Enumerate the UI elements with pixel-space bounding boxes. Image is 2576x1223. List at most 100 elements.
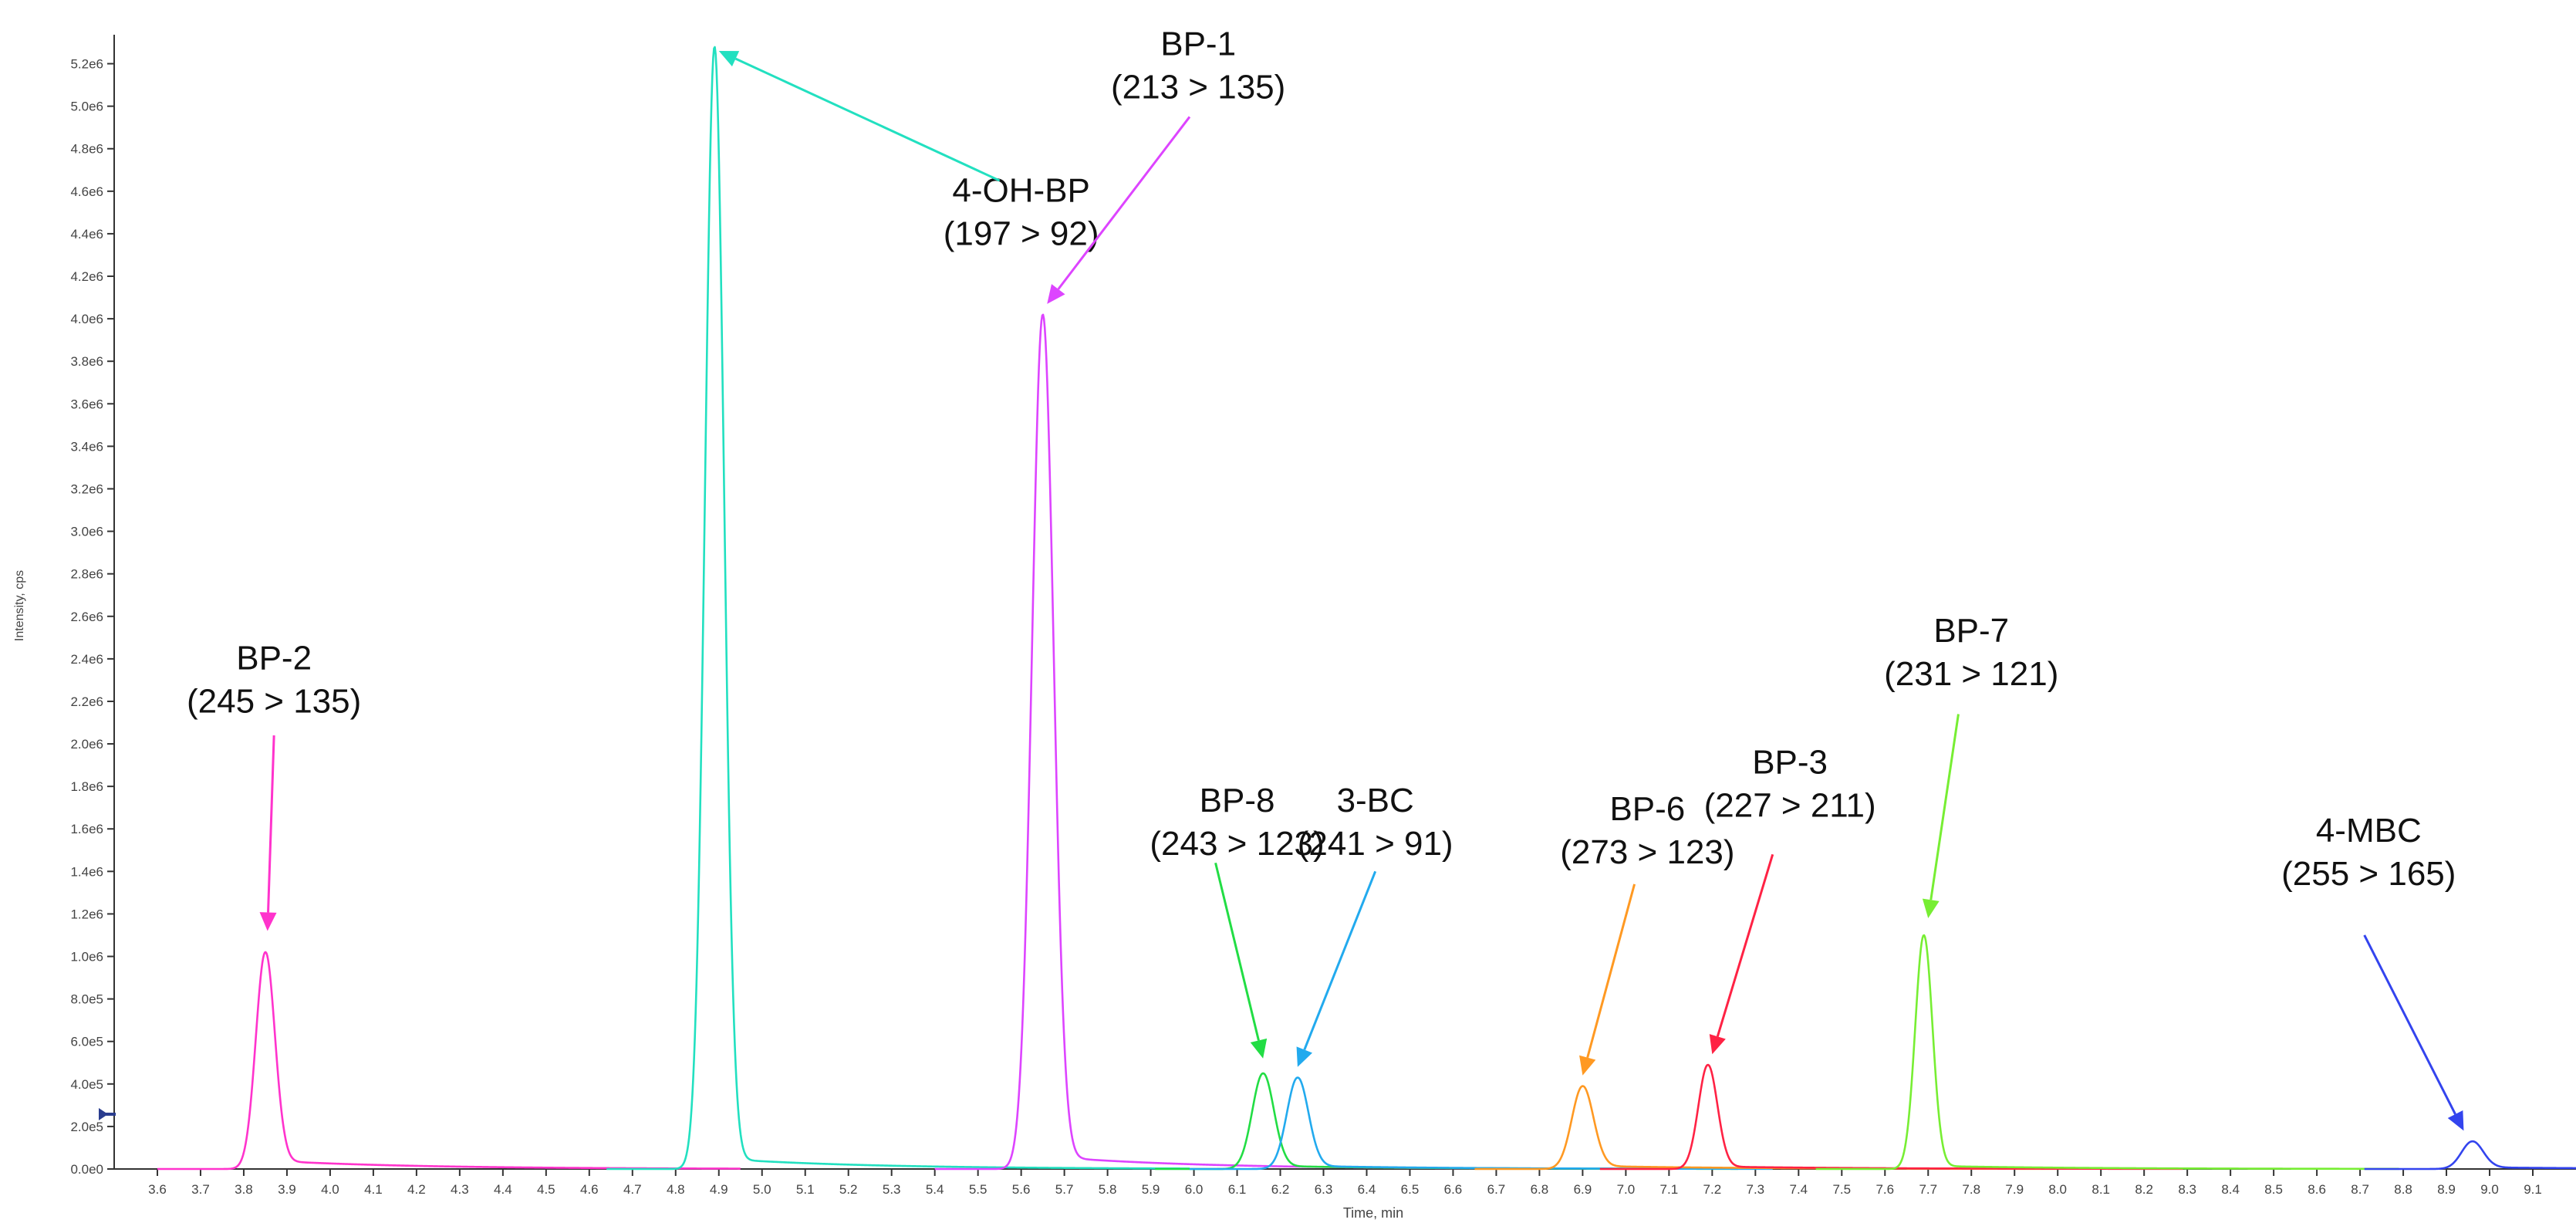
series-line-4-mbc [2363,1140,2576,1171]
peak-label-transition: (273 > 123) [1560,833,1734,871]
x-tick-label: 3.6 [148,1182,167,1197]
y-tick-label: 4.8e6 [70,142,103,157]
y-tick-label: 5.2e6 [70,57,103,72]
x-tick-label: 8.2 [2135,1182,2153,1197]
peak-arrow-line [2363,934,2456,1115]
y-tick-label: 4.4e6 [70,227,103,242]
peak-label-name: BP-1 [1160,25,1236,63]
x-tick-label: 9.0 [2480,1182,2499,1197]
x-tick-label: 5.1 [796,1182,815,1197]
peak-arrow-head [259,912,277,931]
y-tick-label: 1.4e6 [70,864,103,879]
x-tick-label: 9.1 [2524,1182,2542,1197]
x-tick-label: 3.8 [235,1182,253,1197]
peak-arrow-head [1579,1055,1596,1076]
y-tick-label: 3.2e6 [70,481,103,496]
peak-arrow-line [734,57,1001,182]
peak-label-name: BP-8 [1200,782,1275,819]
peak-label-name: BP-3 [1752,744,1828,782]
x-tick-label: 3.9 [278,1182,296,1197]
x-tick-label: 4.3 [451,1182,469,1197]
x-tick-label: 8.9 [2437,1182,2456,1197]
series-line-bp-1 [934,313,1518,1171]
y-tick-label: 6.0e5 [70,1035,103,1049]
x-tick-label: 4.1 [364,1182,383,1197]
x-tick-label: 7.8 [1962,1182,1980,1197]
y-tick-label: 4.0e5 [70,1077,103,1092]
y-tick-label: 1.2e6 [70,907,103,921]
x-tick-label: 8.7 [2351,1182,2369,1197]
series-line-bp-8 [1154,1072,1739,1171]
peak-arrow-line [1929,714,1960,900]
y-tick-label: 3.0e6 [70,525,103,539]
y-tick-label: 0.0e0 [70,1162,103,1177]
y-tick-label: 2.8e6 [70,567,103,582]
x-tick-label: 5.6 [1012,1182,1031,1197]
x-tick-label: 6.9 [1574,1182,1592,1197]
y-tick-label: 3.8e6 [70,354,103,369]
y-tick-label: 2.4e6 [70,652,103,667]
x-tick-label: 8.1 [2092,1182,2110,1197]
peak-label-transition: (243 > 123) [1150,825,1324,863]
x-tick-label: 7.0 [1617,1182,1636,1197]
x-tick-label: 8.4 [2221,1182,2240,1197]
baseline-marker-icon[interactable] [99,1108,116,1120]
x-tick-label: 6.4 [1358,1182,1376,1197]
x-axis-title: Time, min [1343,1205,1403,1221]
y-tick-label: 4.0e6 [70,312,103,326]
y-tick-label: 1.0e6 [70,950,103,965]
peak-arrow-line [1057,116,1191,290]
x-tick-label: 6.0 [1185,1182,1204,1197]
x-tick-label: 4.8 [667,1182,685,1197]
x-tick-label: 7.7 [1919,1182,1937,1197]
x-tick-label: 4.4 [494,1182,512,1197]
x-tick-label: 6.3 [1315,1182,1333,1197]
peak-label-name: BP-2 [236,640,312,677]
x-tick-label: 4.0 [321,1182,339,1197]
y-tick-label: 5.0e6 [70,100,103,114]
peak-arrow-head [2447,1110,2464,1131]
x-tick-label: 7.3 [1747,1182,1765,1197]
y-tick-label: 3.6e6 [70,397,103,411]
y-tick-label: 1.8e6 [70,779,103,794]
peak-arrow-line [267,735,275,913]
x-tick-label: 5.5 [969,1182,988,1197]
x-tick-label: 6.8 [1531,1182,1549,1197]
x-tick-label: 8.5 [2264,1182,2283,1197]
peak-label-name: 4-MBC [2316,812,2422,850]
y-tick-label: 8.0e5 [70,992,103,1007]
peak-label-name: 3-BC [1337,782,1414,819]
y-tick-label: 1.6e6 [70,822,103,836]
peak-arrow-head [1047,284,1065,304]
peak-arrow-head [718,51,740,67]
series-line-bp-7 [1815,934,2399,1171]
peak-arrow-line [1586,883,1636,1059]
x-tick-label: 5.3 [883,1182,901,1197]
peak-arrow-line [1214,862,1260,1041]
peak-label-transition: (197 > 92) [944,215,1099,253]
x-tick-label: 3.7 [191,1182,210,1197]
x-tick-label: 4.6 [580,1182,599,1197]
x-tick-label: 7.6 [1875,1182,1894,1197]
x-tick-label: 5.0 [753,1182,771,1197]
baseline-marker-head [99,1108,108,1120]
x-tick-label: 6.6 [1444,1182,1463,1197]
peak-arrow-head [1250,1038,1268,1059]
series-line-bp-6 [1474,1085,2058,1171]
x-tick-label: 4.9 [710,1182,728,1197]
x-tick-label: 4.7 [623,1182,642,1197]
x-tick-label: 8.0 [2048,1182,2067,1197]
x-tick-label: 5.4 [926,1182,944,1197]
x-tick-label: 7.5 [1832,1182,1851,1197]
peak-label-name: BP-6 [1609,790,1685,828]
y-tick-label: 2.0e5 [70,1120,103,1134]
peak-label-name: 4-OH-BP [952,172,1089,210]
x-tick-label: 6.7 [1487,1182,1506,1197]
y-tick-label: 2.0e6 [70,737,103,752]
x-tick-label: 4.5 [537,1182,555,1197]
x-tick-label: 5.7 [1055,1182,1074,1197]
peak-label-name: BP-7 [1933,612,2009,650]
peak-arrow-line [1303,870,1377,1051]
peak-label-transition: (255 > 165) [2281,855,2456,893]
